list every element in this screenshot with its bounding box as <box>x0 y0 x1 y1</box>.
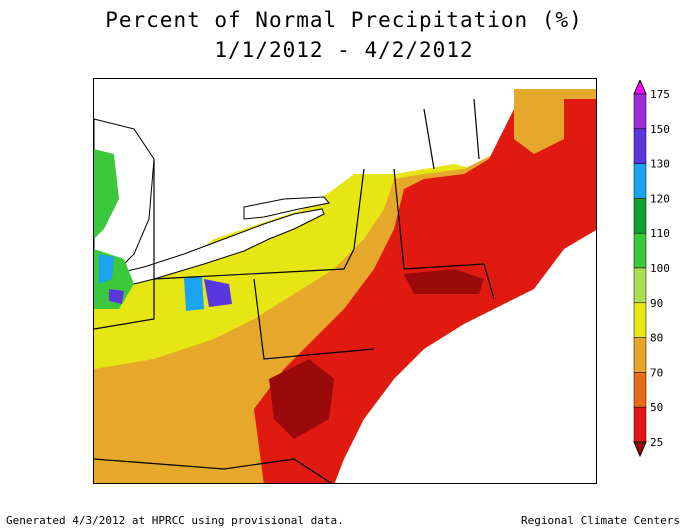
legend-colorbar: 175 150 130 120 110 100 90 80 70 50 25 <box>633 78 670 458</box>
legend-tick-label: 70 <box>650 366 663 379</box>
legend: 175 150 130 120 110 100 90 80 70 50 25 <box>620 78 680 460</box>
legend-bin <box>633 198 647 234</box>
legend-bin <box>633 406 647 443</box>
legend-tick-label: 80 <box>650 332 663 345</box>
legend-tick-label: 90 <box>650 297 663 310</box>
legend-tick-label: 175 <box>650 88 670 101</box>
legend-bin <box>633 128 647 164</box>
canada-area <box>94 79 596 279</box>
legend-tick-label: 50 <box>650 401 663 414</box>
legend-top-arrow <box>633 78 647 95</box>
state-borders <box>94 98 495 483</box>
legend-bin <box>633 232 647 269</box>
purple-patch-1 <box>204 279 232 307</box>
legend-tick-label: 110 <box>650 227 670 240</box>
darkred-mid-atlantic <box>269 359 334 439</box>
legend-tick-label: 120 <box>650 192 670 205</box>
blue-patch-1 <box>99 254 114 284</box>
maine-orange <box>514 89 564 154</box>
legend-tick-label: 100 <box>650 262 670 275</box>
map-canvas <box>94 79 596 483</box>
legend-tick-label: 25 <box>650 436 663 449</box>
legend-bin <box>633 163 647 199</box>
footer-generated: Generated 4/3/2012 at HPRCC using provis… <box>6 514 344 527</box>
legend-bin <box>633 337 647 373</box>
legend-bin <box>633 302 647 338</box>
precipitation-map <box>93 78 597 484</box>
legend-tick-label: 150 <box>650 123 670 136</box>
lake-erie <box>113 208 325 290</box>
map-title: Percent of Normal Precipitation (%) <box>105 8 583 32</box>
purple-patch-2 <box>109 289 124 304</box>
legend-bin <box>633 372 647 408</box>
michigan-green <box>94 149 119 239</box>
legend-bin <box>633 267 647 304</box>
legend-tick-label: 130 <box>650 158 670 171</box>
legend-bottom-arrow <box>633 441 647 458</box>
map-date-range: 1/1/2012 - 4/2/2012 <box>214 38 474 62</box>
darkred-ct <box>404 269 484 294</box>
blue-patch-2 <box>184 277 204 311</box>
atlantic-ocean <box>334 230 596 483</box>
footer-credit: Regional Climate Centers <box>521 514 680 527</box>
legend-bin <box>633 93 647 130</box>
lake-ontario <box>243 196 330 220</box>
